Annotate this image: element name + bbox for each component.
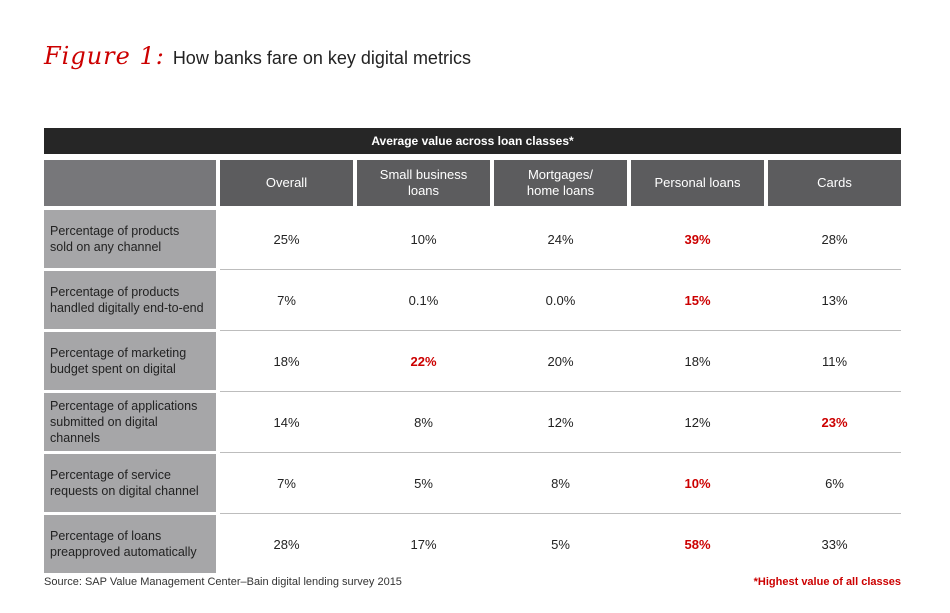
table-cell: 8%	[414, 414, 433, 430]
table-cell: 5%	[414, 475, 433, 491]
column-header: Mortgages/home loans	[494, 160, 627, 206]
table-cell: 7%	[277, 475, 296, 491]
table-cell: 10%	[684, 475, 711, 491]
row-header-label-line: Percentage of marketing	[50, 346, 187, 360]
column-header: Overall	[220, 160, 353, 206]
column-header-label-line: loans	[407, 183, 440, 198]
row-header-label-line: Percentage of loans	[50, 529, 162, 543]
row-header-label-line: preapproved automatically	[50, 545, 197, 559]
table-cell: 15%	[684, 292, 711, 308]
table-cell: 11%	[821, 353, 848, 369]
table-cell: 28%	[821, 231, 848, 247]
row-header: Percentage of applications submitted on d…	[44, 393, 216, 451]
column-header-label: Personal loans	[655, 175, 741, 191]
table-cell: 8%	[551, 475, 570, 491]
column-header-label-line: Cards	[817, 175, 852, 190]
table-cell: 13%	[821, 292, 848, 308]
table-cell: 23%	[821, 414, 848, 430]
table-cell: 24%	[547, 231, 574, 247]
table-cell: 18%	[684, 353, 711, 369]
row-divider	[220, 269, 901, 270]
column-header-label-line: Small business	[379, 167, 468, 182]
row-divider	[220, 391, 901, 392]
row-header-label: Percentage of service requests on digital…	[50, 467, 199, 499]
row-header-label: Percentage of products handled digitally …	[50, 284, 204, 316]
column-header-label-line: home loans	[526, 183, 595, 198]
row-header: Percentage of products sold on any channe…	[44, 210, 216, 268]
source-note: Source: SAP Value Management Center–Bain…	[44, 576, 402, 588]
table-cell: 28%	[273, 536, 300, 552]
column-header-label: Overall	[266, 175, 307, 191]
table-cell: 5%	[551, 536, 570, 552]
row-header-label-line: Percentage of applications	[50, 399, 198, 413]
table-cell: 18%	[273, 353, 300, 369]
column-header: Small business loans	[357, 160, 490, 206]
table-cell: 10%	[410, 231, 437, 247]
row-header-label-line: budget spent on digital	[50, 362, 176, 376]
table-banner: Average value across loan classes*	[44, 128, 901, 154]
row-header: Percentage of products handled digitally …	[44, 271, 216, 329]
column-header-label-line: Personal loans	[654, 175, 741, 190]
table-cell: 6%	[825, 475, 844, 491]
column-header-label-line: Mortgages/	[527, 167, 594, 182]
table-cell: 7%	[277, 292, 296, 308]
table-cell: 12%	[684, 414, 711, 430]
row-header-label-line: Percentage of service	[50, 468, 171, 482]
row-header-label-line: Percentage of products	[50, 285, 180, 299]
figure-label: Figure 1:	[44, 42, 165, 70]
table-cell: 25%	[273, 231, 300, 247]
row-header-label: Percentage of products sold on any channe…	[50, 223, 179, 255]
table-cell: 17%	[410, 536, 437, 552]
table-cell: 33%	[821, 536, 848, 552]
row-header: Percentage of service requests on digital…	[44, 454, 216, 512]
table-cell: 14%	[273, 414, 300, 430]
highest-value-note: *Highest value of all classes	[753, 576, 901, 588]
table-cell: 12%	[547, 414, 574, 430]
column-header: Cards	[768, 160, 901, 206]
table-cell: 20%	[547, 353, 574, 369]
row-header: Percentage of marketing budget spent on d…	[44, 332, 216, 390]
row-header: Percentage of loans preapproved automatic…	[44, 515, 216, 573]
row-header-label: Percentage of loans preapproved automatic…	[50, 528, 197, 560]
table-cell: 0.0%	[545, 292, 576, 308]
row-divider	[220, 330, 901, 331]
column-header-label: Small business loans	[380, 167, 467, 199]
row-divider	[220, 452, 901, 453]
table-cell: 58%	[684, 536, 711, 552]
table-cell: 0.1%	[408, 292, 439, 308]
column-header: Personal loans	[631, 160, 764, 206]
row-header-label: Percentage of marketing budget spent on d…	[50, 345, 186, 377]
row-divider	[220, 513, 901, 514]
row-header-label-line: handled digitally end-to-end	[50, 301, 204, 315]
column-header-label-line: Overall	[265, 175, 308, 190]
table-cell: 22%	[410, 353, 437, 369]
header-corner	[44, 160, 216, 206]
row-header-label: Percentage of applications submitted on d…	[50, 398, 208, 446]
table-cell: 39%	[684, 231, 711, 247]
row-header-label-line: requests on digital channel	[50, 484, 199, 498]
row-header-label-line: submitted on digital channels	[50, 415, 158, 445]
column-header-label: Mortgages/home loans	[527, 167, 594, 199]
column-header-label: Cards	[817, 175, 852, 191]
row-header-label-line: sold on any channel	[50, 240, 162, 254]
figure-heading: How banks fare on key digital metrics	[172, 48, 471, 68]
row-header-label-line: Percentage of products	[50, 224, 180, 238]
figure-title: Figure 1: How banks fare on key digital …	[44, 42, 471, 74]
